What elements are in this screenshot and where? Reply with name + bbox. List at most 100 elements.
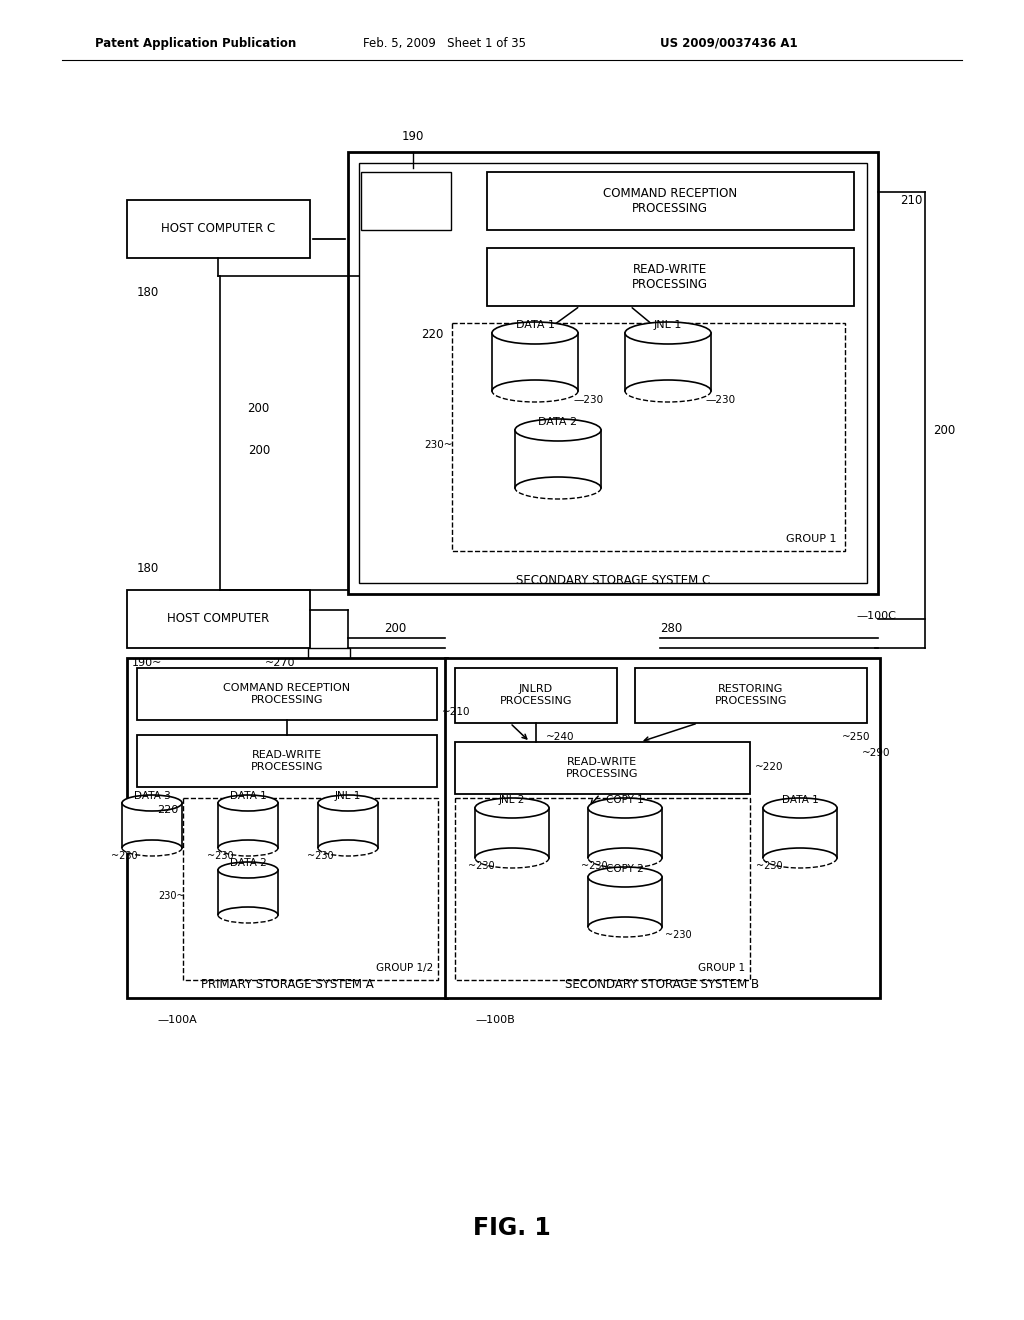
Bar: [763, 808, 837, 858]
Bar: [218, 803, 278, 847]
Text: Patent Application Publication: Patent Application Publication: [95, 37, 296, 49]
Text: COMMAND RECEPTION
PROCESSING: COMMAND RECEPTION PROCESSING: [223, 684, 350, 705]
Text: ~220: ~220: [755, 762, 783, 772]
Text: 230~: 230~: [425, 440, 453, 450]
Bar: [588, 808, 662, 858]
Text: FIG. 1: FIG. 1: [473, 1216, 551, 1239]
Ellipse shape: [588, 867, 662, 887]
Bar: [492, 333, 578, 391]
Ellipse shape: [492, 322, 578, 345]
Text: 220: 220: [157, 805, 178, 814]
Text: ~230: ~230: [757, 861, 783, 871]
Bar: [127, 657, 447, 998]
Text: SECONDARY STORAGE SYSTEM B: SECONDARY STORAGE SYSTEM B: [565, 978, 759, 990]
Text: PRIMARY STORAGE SYSTEM A: PRIMARY STORAGE SYSTEM A: [201, 978, 374, 990]
Bar: [137, 668, 437, 719]
Bar: [487, 172, 854, 230]
Text: —100A: —100A: [157, 1015, 197, 1026]
Text: READ-WRITE
PROCESSING: READ-WRITE PROCESSING: [565, 758, 638, 779]
Text: —230: —230: [573, 395, 603, 405]
Bar: [127, 201, 310, 257]
Text: JNL 1: JNL 1: [653, 319, 682, 330]
Bar: [625, 333, 711, 391]
Ellipse shape: [218, 907, 278, 923]
Text: 200: 200: [933, 424, 955, 437]
Bar: [588, 876, 662, 927]
Text: JNL 1: JNL 1: [335, 791, 361, 801]
Text: ~230: ~230: [307, 851, 334, 861]
Ellipse shape: [218, 862, 278, 878]
Text: COPY 2: COPY 2: [606, 865, 644, 874]
Ellipse shape: [492, 380, 578, 403]
Text: ~230: ~230: [582, 861, 608, 871]
Ellipse shape: [588, 847, 662, 869]
Text: GROUP 1: GROUP 1: [786, 535, 837, 544]
Text: JNLRD
PROCESSING: JNLRD PROCESSING: [500, 684, 572, 706]
Bar: [445, 657, 880, 998]
Text: RESTORING
PROCESSING: RESTORING PROCESSING: [715, 684, 787, 706]
Ellipse shape: [218, 840, 278, 855]
Text: 180: 180: [137, 561, 160, 574]
Text: HOST COMPUTER C: HOST COMPUTER C: [161, 223, 275, 235]
Bar: [122, 803, 182, 847]
Ellipse shape: [515, 477, 601, 499]
Text: 190: 190: [401, 129, 424, 143]
Text: 230~: 230~: [159, 891, 185, 902]
Bar: [361, 172, 451, 230]
Ellipse shape: [763, 847, 837, 869]
Bar: [515, 430, 601, 488]
Text: ~210: ~210: [442, 708, 470, 717]
Text: 190~: 190~: [132, 657, 163, 668]
Bar: [475, 808, 549, 858]
Bar: [452, 323, 845, 550]
Ellipse shape: [475, 799, 549, 818]
Text: JNL 2: JNL 2: [499, 795, 525, 805]
Text: ~230: ~230: [112, 851, 138, 861]
Bar: [318, 803, 378, 847]
Text: DATA 3: DATA 3: [133, 791, 170, 801]
Ellipse shape: [515, 418, 601, 441]
Bar: [137, 735, 437, 787]
Text: 200: 200: [247, 401, 269, 414]
Bar: [218, 870, 278, 915]
Text: GROUP 1/2: GROUP 1/2: [376, 964, 433, 973]
Text: COMMAND RECEPTION
PROCESSING: COMMAND RECEPTION PROCESSING: [603, 187, 737, 215]
Text: 200: 200: [248, 444, 270, 457]
Bar: [127, 590, 310, 648]
Bar: [635, 668, 867, 723]
Text: GROUP 1: GROUP 1: [698, 964, 745, 973]
Ellipse shape: [625, 380, 711, 403]
Ellipse shape: [625, 322, 711, 345]
Ellipse shape: [318, 840, 378, 855]
Bar: [455, 742, 750, 795]
Text: DATA 1: DATA 1: [515, 319, 555, 330]
Ellipse shape: [475, 847, 549, 869]
Text: 210: 210: [900, 194, 923, 207]
Text: 220: 220: [422, 329, 444, 342]
Text: ~270: ~270: [265, 657, 296, 668]
Bar: [348, 152, 878, 594]
Text: ~230: ~230: [468, 861, 495, 871]
Bar: [183, 799, 438, 979]
Text: ~230: ~230: [208, 851, 234, 861]
Text: COPY 1: COPY 1: [606, 795, 644, 805]
Bar: [308, 648, 350, 671]
Bar: [487, 248, 854, 306]
Bar: [455, 668, 617, 723]
Text: DATA 1: DATA 1: [229, 791, 266, 801]
Ellipse shape: [588, 917, 662, 937]
Text: ~230: ~230: [665, 931, 691, 940]
Text: —100C: —100C: [856, 611, 896, 620]
Text: ~290: ~290: [862, 748, 891, 758]
Text: Feb. 5, 2009   Sheet 1 of 35: Feb. 5, 2009 Sheet 1 of 35: [362, 37, 526, 49]
Ellipse shape: [588, 799, 662, 818]
Ellipse shape: [122, 840, 182, 855]
Ellipse shape: [763, 799, 837, 818]
Text: SECONDARY STORAGE SYSTEM C: SECONDARY STORAGE SYSTEM C: [516, 573, 710, 586]
Text: READ-WRITE
PROCESSING: READ-WRITE PROCESSING: [632, 263, 708, 290]
Text: DATA 1: DATA 1: [781, 795, 818, 805]
Text: ~250: ~250: [842, 733, 870, 742]
Text: 200: 200: [384, 622, 407, 635]
Text: 280: 280: [660, 622, 682, 635]
Bar: [455, 799, 750, 979]
